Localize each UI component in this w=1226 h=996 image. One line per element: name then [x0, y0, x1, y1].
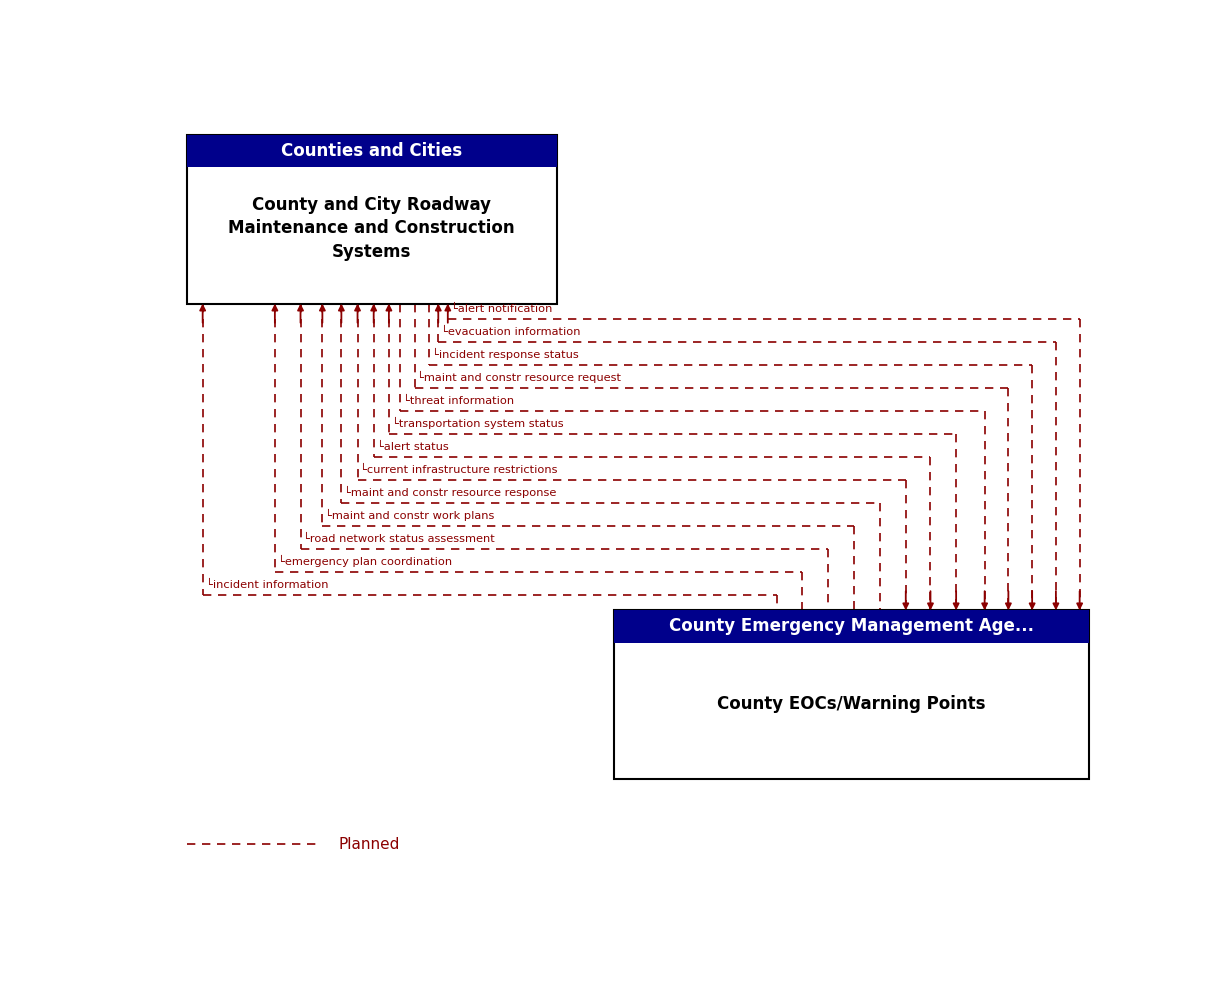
Text: County EOCs/Warning Points: County EOCs/Warning Points — [717, 695, 986, 713]
Text: └evacuation information: └evacuation information — [441, 327, 581, 337]
Text: └incident response status: └incident response status — [432, 348, 579, 360]
Text: └alert status: └alert status — [376, 441, 449, 451]
Bar — [186, 134, 557, 304]
Text: └threat information: └threat information — [403, 395, 514, 405]
Text: └incident information: └incident information — [206, 580, 329, 590]
Text: └current infrastructure restrictions: └current infrastructure restrictions — [360, 464, 558, 475]
Text: County Emergency Management Age...: County Emergency Management Age... — [669, 618, 1034, 635]
Text: └transportation system status: └transportation system status — [392, 416, 564, 428]
Text: Planned: Planned — [338, 837, 400, 852]
Bar — [186, 134, 557, 167]
Text: County and City Roadway
Maintenance and Construction
Systems: County and City Roadway Maintenance and … — [228, 196, 515, 261]
Text: └road network status assessment: └road network status assessment — [303, 534, 495, 544]
Text: └maint and constr resource response: └maint and constr resource response — [345, 485, 557, 498]
Text: └maint and constr work plans: └maint and constr work plans — [325, 509, 494, 521]
Text: └maint and constr resource request: └maint and constr resource request — [417, 371, 622, 382]
Text: Counties and Cities: Counties and Cities — [281, 142, 462, 160]
Text: └emergency plan coordination: └emergency plan coordination — [278, 555, 452, 567]
Text: └alert notification: └alert notification — [451, 304, 552, 314]
Bar — [614, 611, 1089, 779]
Bar — [614, 611, 1089, 642]
